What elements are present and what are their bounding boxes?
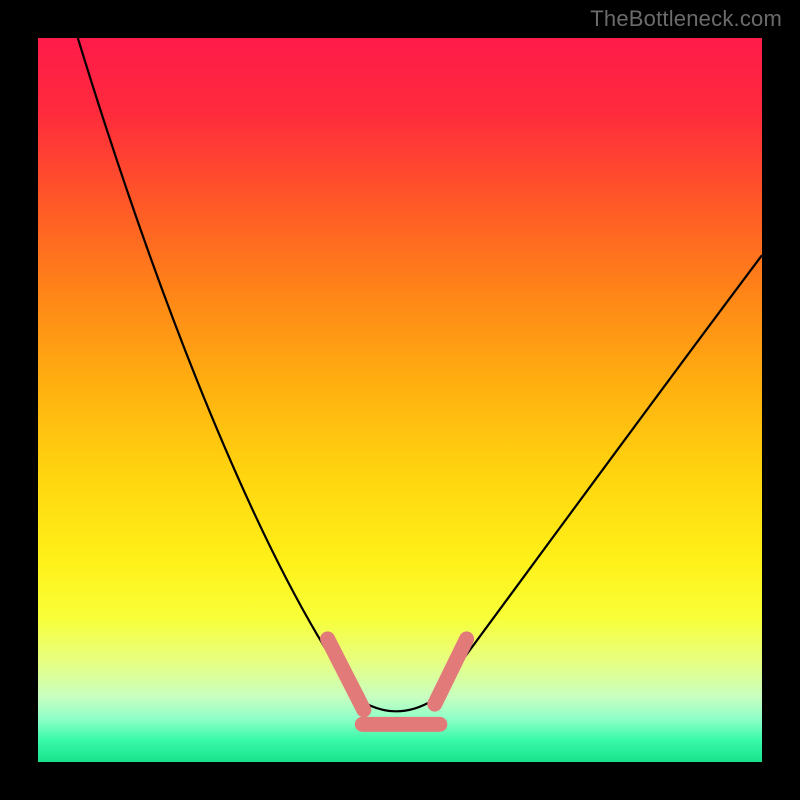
plot-area <box>38 38 762 762</box>
plot-svg <box>38 38 762 762</box>
watermark-text: TheBottleneck.com <box>590 6 782 32</box>
chart-frame: TheBottleneck.com <box>0 0 800 800</box>
